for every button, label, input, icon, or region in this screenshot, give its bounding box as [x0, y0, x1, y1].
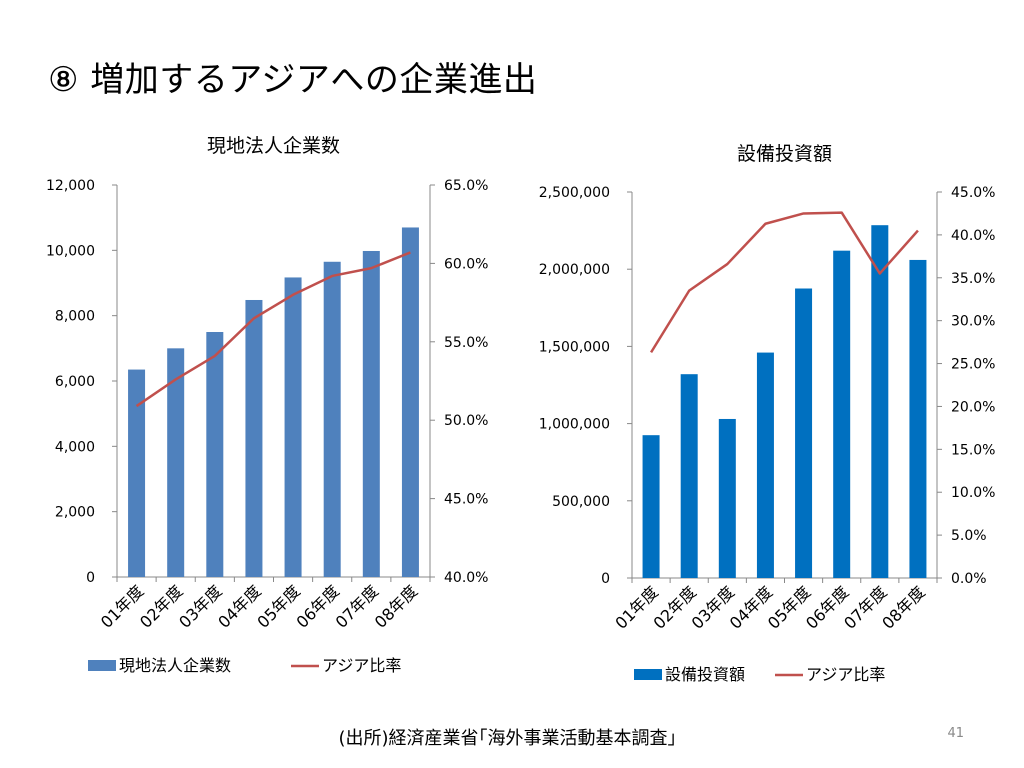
- legend: 設備投資額 アジア比率: [634, 665, 885, 684]
- left-tick-label: 12,000: [46, 178, 95, 194]
- left-tick-label: 0: [601, 571, 610, 587]
- category-label: 08年度: [878, 582, 928, 632]
- line-series: [135, 251, 411, 408]
- right-tick-label: 20.0%: [951, 399, 995, 415]
- chart-title: 現地法人企業数: [207, 135, 340, 157]
- left-tick-labels: 0 2,000 4,000 6,000 8,000 10,000 12,000: [46, 178, 117, 586]
- left-tick-label: 1,000,000: [539, 417, 610, 433]
- legend-label-line: アジア比率: [806, 665, 885, 684]
- left-tick-label: 8,000: [55, 309, 95, 325]
- right-tick-label: 5.0%: [951, 528, 987, 544]
- bar-06年度: [833, 250, 851, 578]
- legend-label-bar: 現地法人企業数: [119, 656, 231, 675]
- left-tick-label: 2,000: [55, 505, 95, 521]
- left-tick-label: 2,500,000: [539, 185, 610, 201]
- right-tick-label: 40.0%: [444, 570, 488, 586]
- chart-title: 設備投資額: [737, 143, 832, 165]
- bar-03年度: [206, 332, 224, 577]
- bar-02年度: [680, 374, 698, 578]
- legend-label-bar: 設備投資額: [665, 665, 745, 684]
- left-tick-label: 0: [86, 570, 95, 586]
- bar-01年度: [128, 369, 146, 577]
- bar-series: [642, 225, 927, 579]
- page-number: 41: [947, 726, 964, 741]
- bar-03年度: [718, 418, 736, 578]
- left-tick-labels: 0 500,000 1,000,000 1,500,000 2,000,000 2,500…: [539, 185, 632, 587]
- right-tick-label: 55.0%: [444, 335, 488, 351]
- bar-06年度: [323, 261, 341, 577]
- bar-05年度: [284, 277, 302, 577]
- right-tick-labels: 0.0% 5.0% 10.0% 15.0% 20.0% 25.0% 30.0% 35.0% 40…: [937, 185, 995, 587]
- line-asia-ratio: [649, 211, 919, 354]
- right-tick-label: 25.0%: [951, 357, 995, 373]
- bar-07年度: [871, 225, 889, 579]
- right-tick-label: 15.0%: [951, 442, 995, 458]
- page-title: ⑧ 増加するアジアへの企業進出: [48, 60, 538, 100]
- bar-04年度: [245, 299, 263, 577]
- bar-07年度: [362, 250, 380, 577]
- right-tick-label: 35.0%: [951, 271, 995, 287]
- bar-01年度: [642, 435, 660, 578]
- source-note: (出所)経済産業省｢海外事業活動基本調査」: [338, 728, 686, 749]
- left-tick-label: 6,000: [55, 374, 95, 390]
- right-tick-label: 10.0%: [951, 485, 995, 501]
- right-tick-labels: 40.0% 45.0% 50.0% 55.0% 60.0% 65.0%: [430, 178, 488, 586]
- right-tick-label: 50.0%: [444, 413, 488, 429]
- right-tick-label: 45.0%: [951, 185, 995, 201]
- right-tick-label: 0.0%: [951, 571, 987, 587]
- right-tick-label: 45.0%: [444, 492, 488, 508]
- line-series: [649, 211, 919, 354]
- bar-08年度: [909, 259, 927, 578]
- bar-series: [128, 227, 419, 577]
- right-tick-label: 30.0%: [951, 314, 995, 330]
- left-tick-label: 2,000,000: [539, 262, 610, 278]
- right-tick-label: 60.0%: [444, 256, 488, 272]
- legend: 現地法人企業数 アジア比率: [88, 656, 401, 675]
- left-tick-label: 4,000: [55, 439, 95, 455]
- legend-swatch-bar: [634, 669, 662, 680]
- line-asia-ratio: [135, 251, 411, 408]
- bar-02年度: [167, 348, 185, 577]
- bar-05年度: [795, 288, 813, 578]
- legend-swatch-bar: [88, 660, 116, 671]
- left-tick-label: 1,500,000: [539, 339, 610, 355]
- bar-08年度: [401, 227, 419, 577]
- right-tick-label: 40.0%: [951, 228, 995, 244]
- left-tick-label: 10,000: [46, 243, 95, 259]
- bar-04年度: [756, 352, 774, 578]
- right-tick-label: 65.0%: [444, 178, 488, 194]
- axes: [631, 192, 938, 583]
- legend-label-line: アジア比率: [322, 656, 401, 675]
- left-tick-label: 500,000: [552, 494, 610, 510]
